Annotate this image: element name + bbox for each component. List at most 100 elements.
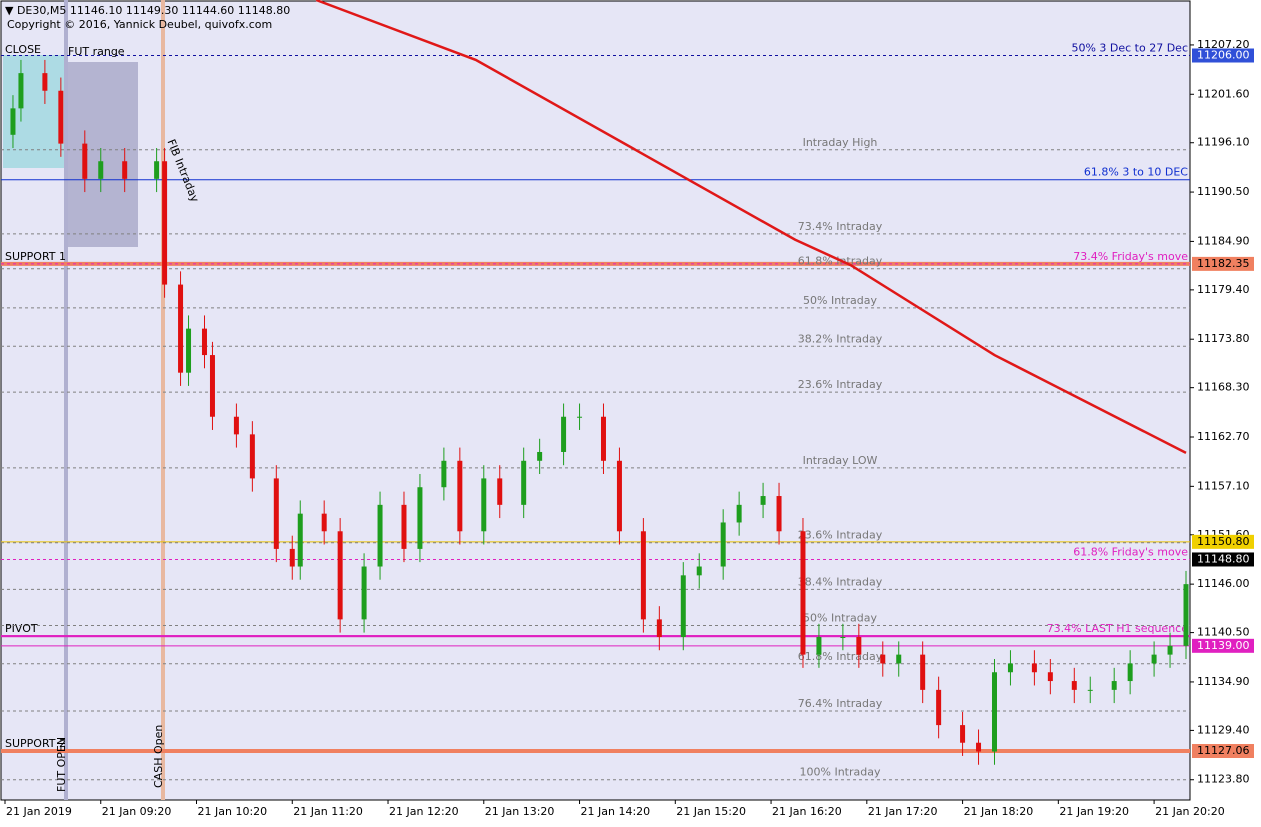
candle-body [600,416,606,461]
x-tick-label: 21 Jan 19:20 [1059,805,1129,818]
x-tick-label: 21 Jan 13:20 [485,805,555,818]
candle-body [122,161,128,179]
level-label: 100% Intraday [800,766,881,779]
candle-body [561,416,567,452]
annotation: CLOSE [5,43,41,56]
y-tick-label: 11207.20 [1197,38,1250,51]
level-label: SUPPORT 2 [5,737,66,750]
level-label: 61.8% Friday's move [1073,545,1188,558]
candle-body [18,73,24,109]
x-tick-label: 21 Jan 09:20 [102,805,172,818]
candle-body [42,73,48,91]
candle-body [696,566,702,576]
candle-body [497,478,503,505]
level-label: 38.2% Intraday [798,332,883,345]
candle-body [640,531,646,620]
annotation: FUT range [68,45,125,58]
x-tick-label: 21 Jan 2019 [6,805,72,818]
level-label: 73.4% Friday's move [1073,250,1188,263]
candle-body [178,284,184,373]
y-tick-label: 11201.60 [1197,87,1250,100]
header: ▼ DE30,M5 11146.10 11149.30 11144.60 111… [5,4,290,17]
candle-body [760,496,766,505]
price-tag-label: 11206.00 [1197,49,1250,62]
candle-body [361,566,367,620]
candle-body [577,416,583,418]
candle-body [736,504,742,523]
candle-body [976,742,982,752]
level-label: Intraday LOW [803,454,878,467]
level-label: 50% Intraday [803,294,877,307]
x-tick-label: 21 Jan 15:20 [676,805,746,818]
level-label: SUPPORT 1 [5,250,66,263]
plot-area [0,0,1191,801]
level-label: 61.8% Intraday [798,650,883,663]
candle-body [880,654,886,664]
y-tick-label: 11129.40 [1197,723,1250,736]
candle-body [209,355,215,417]
candle-body [201,328,207,356]
level-label: 73.4% LAST H1 sequence [1047,622,1189,635]
candle-body [457,460,463,532]
y-tick-label: 11190.50 [1197,185,1250,198]
level-label: Intraday High [803,136,878,149]
candle-body [1167,645,1173,655]
level-label: 61.8% 3 to 10 DEC [1084,166,1188,179]
candle-body [1127,663,1133,682]
candle-body [337,531,343,620]
price-tag [1192,48,1254,63]
price-tag-label: 11139.00 [1197,639,1250,652]
candle-body [186,328,192,373]
level-label: 73.4% Intraday [798,220,883,233]
candle-body [82,143,88,179]
candle-body [537,451,543,461]
price-tag [1192,534,1254,549]
candle-body [521,460,527,505]
level-label: 50% Intraday [803,612,877,625]
candle-body [10,108,16,135]
candle-body [936,689,942,726]
candle-body [816,637,822,655]
candle-body [800,531,806,655]
x-tick-label: 21 Jan 20:20 [1155,805,1225,818]
candle-body [273,478,279,549]
candle-body [1111,681,1117,690]
annotation: FUT OPEN [55,737,68,792]
fut-range-box [66,62,138,247]
candle-body [1151,654,1157,664]
candle-body [481,478,487,532]
x-tick-label: 21 Jan 17:20 [868,805,938,818]
price-tag [1192,256,1254,271]
price-tag-label: 11150.80 [1197,535,1250,548]
candle-body [656,619,662,638]
price-tag [1192,744,1254,759]
candle-body [1047,672,1053,682]
candle-body [417,487,423,549]
candle-body [960,725,966,743]
x-tick-label: 21 Jan 16:20 [772,805,842,818]
x-tick-label: 21 Jan 11:20 [293,805,363,818]
level-label: 23.6% Intraday [798,378,883,391]
moving-average [315,0,1187,454]
y-tick-label: 11134.90 [1197,675,1250,688]
candle-body [154,161,160,179]
candle-body [233,416,239,435]
x-tick-label: 21 Jan 14:20 [581,805,651,818]
y-tick-label: 11196.10 [1197,136,1250,149]
candle-body [321,513,327,532]
y-tick-label: 11168.30 [1197,381,1250,394]
price-tag [1192,552,1254,567]
level-label: 38.4% Intraday [798,575,883,588]
candle-body [1183,584,1189,646]
candle-body [1071,681,1077,690]
price-tag-label: 11148.80 [1197,552,1250,565]
candle-body [776,496,782,532]
candle-body [401,504,407,549]
candle-body [920,654,926,690]
price-tag-label: 11127.06 [1197,744,1250,757]
x-tick-label: 21 Jan 18:20 [964,805,1034,818]
level-label: PIVOT [5,622,38,635]
level-label: 76.4% Intraday [798,697,883,710]
y-tick-label: 11157.10 [1197,479,1250,492]
